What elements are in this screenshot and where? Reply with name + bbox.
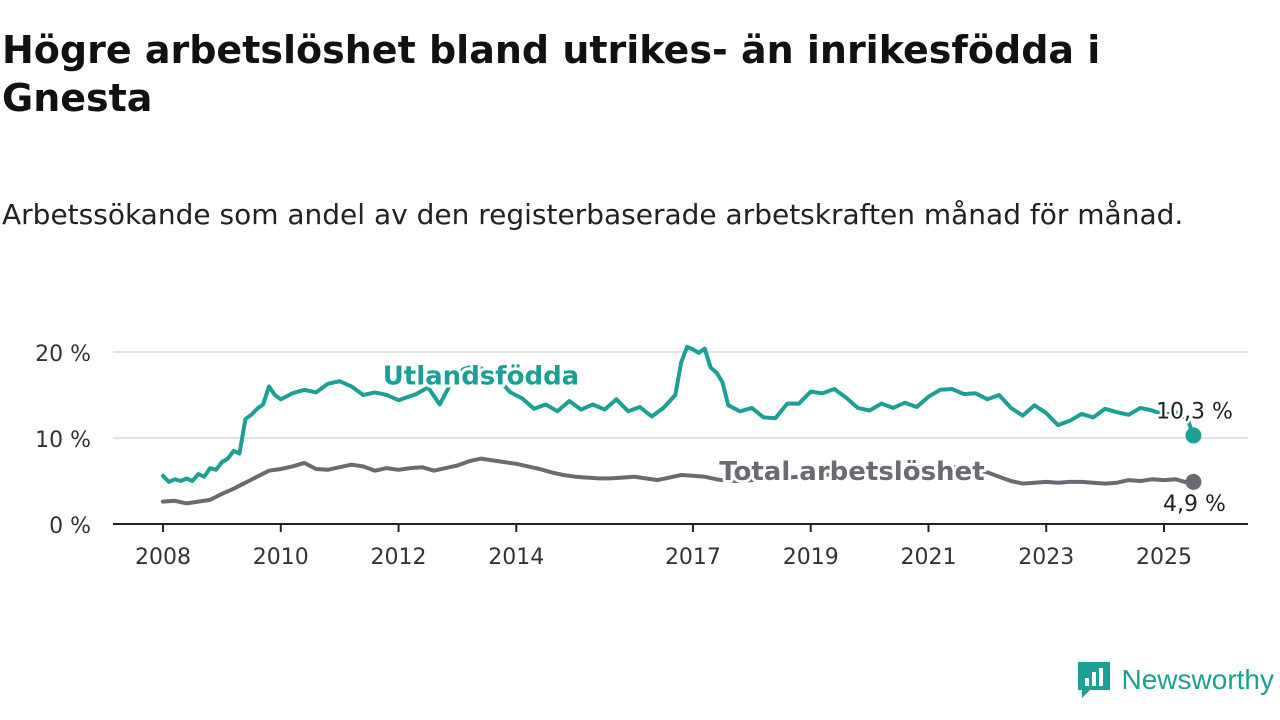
chart-title: Högre arbetslöshet bland utrikes- än inr… (2, 28, 1101, 120)
series-end-point (1185, 427, 1202, 444)
y-tick-label: 10 % (35, 428, 91, 453)
x-tick-label: 2021 (900, 545, 956, 570)
brand-name: Newsworthy (1121, 664, 1274, 695)
brand[interactable]: Newsworthy (1076, 660, 1274, 700)
x-tick-label: 2014 (488, 545, 544, 570)
series-line (161, 456, 1196, 506)
x-tick-label: 2017 (665, 545, 721, 570)
y-tick-label: 20 % (35, 342, 91, 367)
series-line (161, 344, 1196, 484)
series-label: Utlandsfödda (383, 362, 580, 392)
x-tick-label: 2023 (1018, 545, 1074, 570)
chart-subtitle: Arbetssökande som andel av den registerb… (2, 198, 1184, 231)
newsworthy-logo-icon (1077, 662, 1110, 698)
x-tick-label: 2019 (783, 545, 839, 570)
x-tick-label: 2010 (253, 545, 309, 570)
data-label: 4,9 % (1163, 492, 1226, 517)
x-tick-label: 2025 (1136, 545, 1192, 570)
series-label: Total arbetslöshet (719, 457, 984, 487)
x-tick-label: 2008 (135, 545, 191, 570)
line-chart: 0 % 10 % 20 % 2008 2010 2012 2014 2017 2019 2021 2… (35, 342, 1248, 570)
series-end-point (1185, 473, 1202, 490)
y-tick-label: 0 % (49, 514, 91, 539)
x-tick-label: 2012 (371, 545, 427, 570)
data-label: 10,3 % (1156, 399, 1233, 424)
